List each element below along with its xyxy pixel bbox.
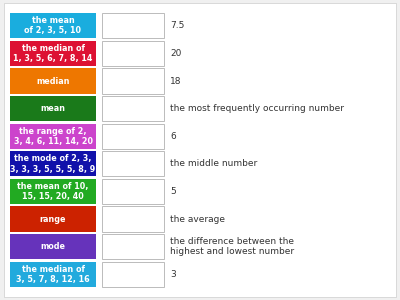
Text: the mode of 2, 3,
3, 3, 3, 5, 5, 5, 8, 9: the mode of 2, 3, 3, 3, 3, 5, 5, 5, 8, 9 [10, 154, 96, 173]
FancyBboxPatch shape [10, 68, 96, 94]
FancyBboxPatch shape [102, 41, 164, 66]
Text: 20: 20 [170, 49, 181, 58]
FancyBboxPatch shape [10, 262, 96, 287]
Text: the middle number: the middle number [170, 159, 257, 168]
Text: the median of
3, 5, 7, 8, 12, 16: the median of 3, 5, 7, 8, 12, 16 [16, 265, 90, 284]
Text: the range of 2,
3, 4, 6, 11, 14, 20: the range of 2, 3, 4, 6, 11, 14, 20 [14, 127, 92, 146]
Text: the mean of 10,
15, 15, 20, 40: the mean of 10, 15, 15, 20, 40 [17, 182, 89, 201]
FancyBboxPatch shape [10, 151, 96, 176]
FancyBboxPatch shape [10, 41, 96, 66]
Text: 6: 6 [170, 132, 176, 141]
Text: 5: 5 [170, 187, 176, 196]
FancyBboxPatch shape [10, 96, 96, 121]
FancyBboxPatch shape [10, 179, 96, 204]
FancyBboxPatch shape [10, 234, 96, 259]
FancyBboxPatch shape [10, 13, 96, 38]
Text: the difference between the
highest and lowest number: the difference between the highest and l… [170, 237, 294, 256]
Text: range: range [40, 214, 66, 224]
FancyBboxPatch shape [10, 124, 96, 149]
FancyBboxPatch shape [102, 179, 164, 204]
Text: the median of
1, 3, 5, 6, 7, 8, 14: the median of 1, 3, 5, 6, 7, 8, 14 [13, 44, 93, 63]
Text: the mean
of 2, 3, 5, 10: the mean of 2, 3, 5, 10 [24, 16, 82, 35]
Text: median: median [36, 76, 70, 85]
Text: the most frequently occurring number: the most frequently occurring number [170, 104, 344, 113]
FancyBboxPatch shape [102, 96, 164, 121]
FancyBboxPatch shape [102, 262, 164, 287]
FancyBboxPatch shape [102, 68, 164, 94]
Text: 7.5: 7.5 [170, 21, 184, 30]
Text: mode: mode [40, 242, 66, 251]
Text: 3: 3 [170, 270, 176, 279]
FancyBboxPatch shape [102, 124, 164, 149]
FancyBboxPatch shape [10, 206, 96, 232]
Text: mean: mean [40, 104, 66, 113]
FancyBboxPatch shape [102, 206, 164, 232]
Text: the average: the average [170, 214, 225, 224]
FancyBboxPatch shape [102, 13, 164, 38]
FancyBboxPatch shape [102, 234, 164, 259]
FancyBboxPatch shape [4, 3, 396, 297]
Text: 18: 18 [170, 76, 182, 85]
FancyBboxPatch shape [102, 151, 164, 176]
